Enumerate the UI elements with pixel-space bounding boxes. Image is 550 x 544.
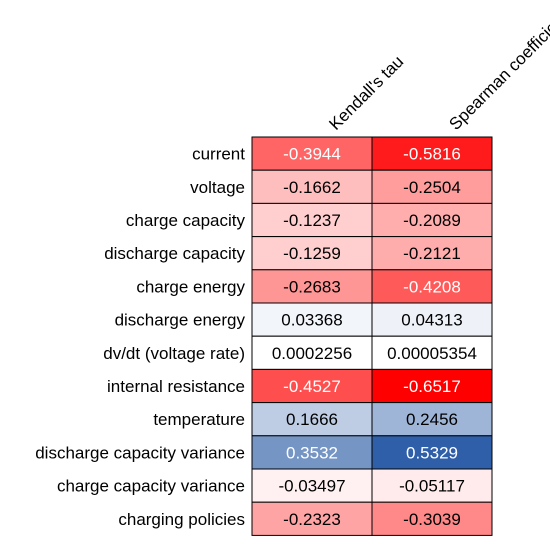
cell-value-label: -0.1237 (283, 211, 341, 230)
row-label: discharge energy (115, 311, 246, 330)
row-label: internal resistance (107, 377, 245, 396)
column-label: Kendall's tau (325, 52, 407, 134)
cell-value-label: -0.6517 (403, 377, 461, 396)
cell-value-label: -0.1259 (283, 244, 341, 263)
column-labels: Kendall's tau Spearman coefficient (325, 7, 550, 133)
cell-value-label: 0.1666 (286, 410, 338, 429)
heatmap-cell (251, 435, 373, 470)
heatmap-cell (371, 468, 493, 503)
cell-value-label: 0.04313 (401, 311, 462, 330)
cell-value-label: -0.3039 (403, 510, 461, 529)
cell-value-label: 0.0002256 (272, 344, 352, 363)
heatmap-cell (371, 269, 493, 304)
cell-value-label: -0.05117 (399, 477, 465, 496)
row-label: discharge capacity (104, 244, 245, 263)
cell-value-label: -0.2323 (283, 510, 341, 529)
row-label: charge capacity variance (57, 477, 245, 496)
cell-value-label: 0.5329 (406, 443, 458, 462)
heatmap-cell (371, 202, 493, 238)
heatmap-cell (251, 136, 373, 171)
row-labels: current voltage charge capacity discharge c… (35, 145, 245, 529)
heatmap-cell (371, 402, 493, 437)
cell-value-label: -0.2683 (283, 277, 341, 296)
cell-value-label: -0.5816 (403, 145, 461, 164)
heatmap-cell (371, 169, 493, 204)
heatmap-cell (371, 368, 493, 404)
cell-value-label: -0.1662 (283, 178, 341, 197)
row-label: discharge capacity variance (35, 443, 245, 462)
cell-value-label: -0.4208 (403, 277, 461, 296)
cell-value-label: 0.03368 (281, 311, 342, 330)
row-label: voltage (190, 178, 245, 197)
heatmap-cell (251, 402, 373, 437)
cell-value-label: 0.2456 (406, 410, 458, 429)
heatmap-cell (371, 335, 493, 370)
cell-value-label: -0.2504 (403, 178, 461, 197)
row-label: temperature (153, 410, 245, 429)
row-label: dv/dt (voltage rate) (103, 344, 245, 363)
column-label: Spearman coefficient (445, 7, 550, 133)
cell-value-label: 0.3532 (286, 443, 338, 462)
cell-value-label: -0.3944 (283, 145, 341, 164)
heatmap-cell (251, 468, 373, 503)
heatmap-cells: -0.3944 -0.5816 -0.1662 -0.2504 -0.1237 -0.20… (251, 136, 493, 536)
cell-value-label: -0.2089 (403, 211, 461, 230)
heatmap-cell (371, 236, 493, 271)
heatmap-cell (371, 501, 493, 536)
row-label: current (192, 145, 245, 164)
cell-value-label: 0.00005354 (387, 344, 477, 363)
cell-value-label: -0.2121 (403, 244, 461, 263)
row-label: charge energy (136, 277, 245, 296)
heatmap-cell (371, 302, 493, 337)
heatmap-cell (371, 435, 493, 470)
cell-value-label: -0.03497 (278, 477, 345, 496)
cell-value-label: -0.4527 (283, 377, 341, 396)
heatmap-cell (251, 169, 373, 204)
row-label: charging policies (118, 510, 245, 529)
heatmap-cell (371, 136, 493, 171)
row-label: charge capacity (126, 211, 246, 230)
heatmap-cell (251, 501, 373, 536)
